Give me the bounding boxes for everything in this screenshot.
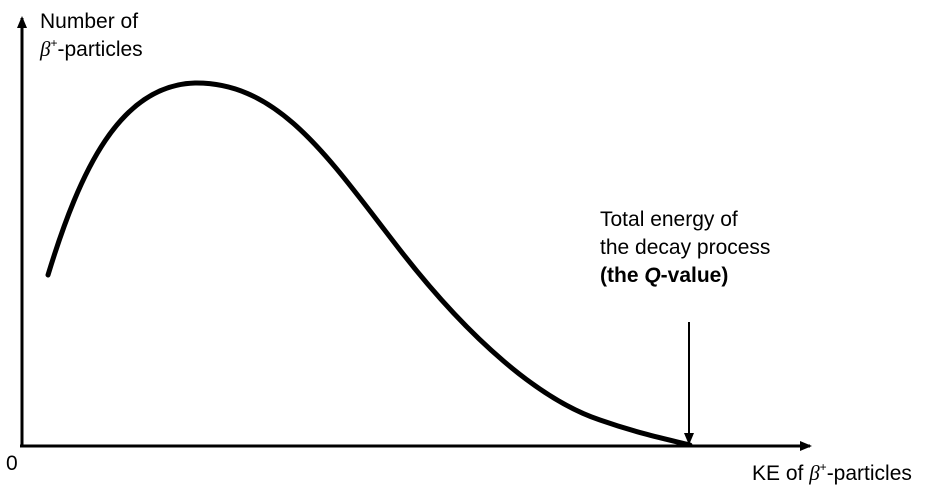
text: -value) (661, 264, 729, 287)
x-label: KE of β+-particles (752, 460, 912, 485)
superscript: + (50, 36, 57, 50)
y-label: β+-particles (39, 36, 143, 61)
origin-label: 0 (6, 452, 18, 475)
spectrum-curve (45, 80, 693, 448)
symbol: Q (644, 264, 660, 287)
superscript: + (820, 460, 827, 474)
text: -particles (827, 462, 912, 485)
annotation: the decay process (600, 236, 770, 259)
text: (the (600, 264, 644, 287)
annotation: Total energy of (600, 208, 738, 231)
text: -particles (57, 38, 142, 61)
symbol: β (808, 461, 820, 485)
y-label: Number of (40, 10, 138, 33)
annotation: (the Q-value) (600, 264, 728, 287)
symbol: β (39, 37, 51, 61)
text: KE of (752, 462, 809, 485)
